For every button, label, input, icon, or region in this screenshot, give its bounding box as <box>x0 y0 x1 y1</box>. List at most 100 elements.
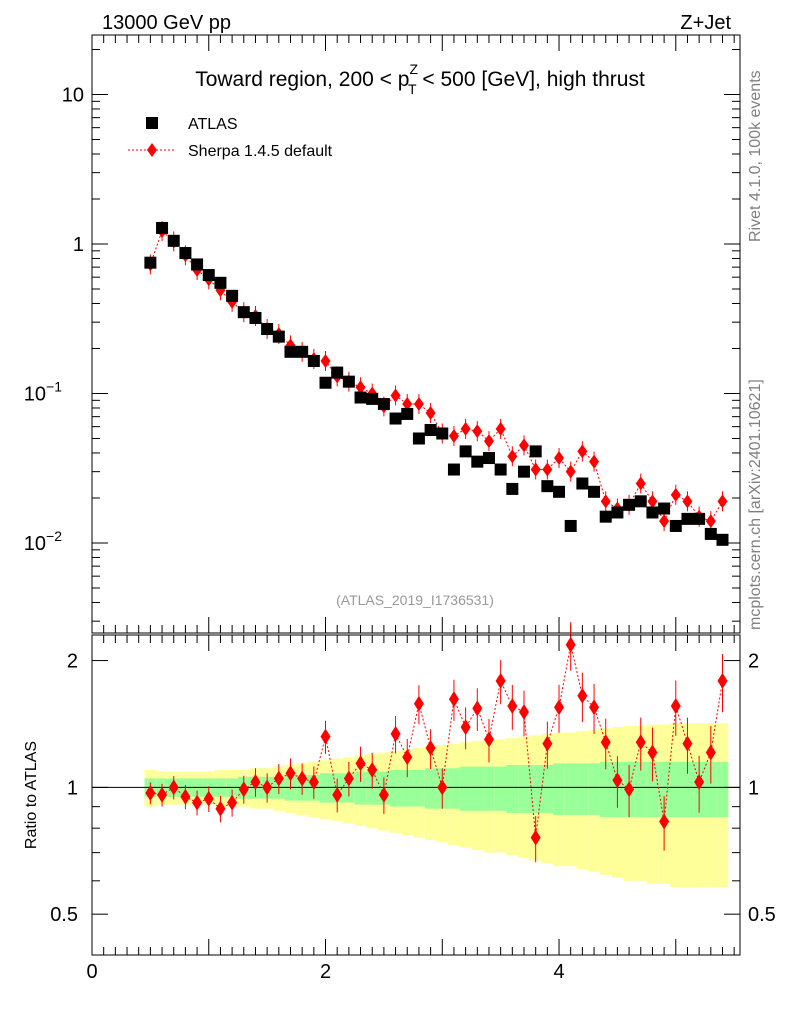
ratio-point <box>402 749 413 766</box>
atlas-point <box>389 412 402 425</box>
main-ytick-label: 10 <box>62 84 84 106</box>
ratio-point <box>180 788 191 805</box>
ratio-point <box>612 772 623 789</box>
atlas-point <box>506 482 519 495</box>
stat-uncertainty-band <box>634 761 647 818</box>
ratio-point <box>530 829 541 846</box>
stat-uncertainty-band <box>401 769 414 807</box>
main-ticks: 10 1 10−1 10−2 <box>24 35 740 633</box>
atlas-point <box>588 485 601 498</box>
chart-title: Toward region, 200 < pZ T < 500 [GeV], hi… <box>195 61 645 97</box>
ratio-point <box>460 719 471 736</box>
atlas-point <box>541 480 554 493</box>
ratio-ytick-label-left: 0.5 <box>50 904 78 926</box>
ratio-point <box>659 813 670 830</box>
sherpa-point <box>495 421 506 436</box>
sherpa-point <box>519 438 529 453</box>
stat-uncertainty-band <box>541 765 554 813</box>
atlas-point <box>447 463 460 476</box>
stat-uncertainty-band <box>354 771 367 805</box>
sherpa-point <box>554 451 565 466</box>
ratio-point <box>554 699 565 716</box>
atlas-point <box>576 477 589 490</box>
atlas-point <box>366 392 379 405</box>
stat-uncertainty-band <box>506 765 519 813</box>
ratio-point <box>542 735 553 752</box>
stat-uncertainty-band <box>646 761 659 818</box>
analysis-tag: (ATLAS_2019_I1736531) <box>336 592 494 608</box>
ratio-point <box>157 786 168 803</box>
sherpa-point <box>670 487 681 502</box>
sherpa-point <box>425 406 436 421</box>
atlas-point <box>693 512 706 525</box>
ratio-frame <box>91 634 741 956</box>
ratio-ytick-label-right: 1 <box>748 777 759 799</box>
atlas-point <box>156 221 169 234</box>
ratio-point <box>215 800 226 817</box>
stat-uncertainty-band <box>494 766 507 811</box>
stat-uncertainty-band <box>704 761 717 818</box>
sherpa-point <box>472 424 483 439</box>
sherpa-point <box>507 449 518 464</box>
ratio-point <box>483 731 494 748</box>
sherpa-point <box>542 462 553 477</box>
ratio-point <box>519 703 529 720</box>
atlas-point <box>424 423 437 436</box>
ratio-xtick-label: 4 <box>553 961 564 983</box>
ratio-point <box>355 755 366 772</box>
atlas-point <box>716 533 729 546</box>
sherpa-point <box>717 494 728 509</box>
atlas-point <box>202 269 215 282</box>
atlas-point <box>331 366 344 379</box>
atlas-point <box>658 502 671 515</box>
sherpa-point <box>659 514 670 529</box>
atlas-point <box>401 407 414 420</box>
sherpa-point <box>530 462 541 477</box>
atlas-point <box>261 323 274 336</box>
ratio-xtick-label: 0 <box>86 961 97 983</box>
sherpa-point <box>460 421 471 436</box>
atlas-point <box>167 234 180 247</box>
ratio-point <box>472 700 483 717</box>
atlas-point <box>319 376 332 389</box>
legend-atlas-marker <box>146 117 158 129</box>
stat-uncertainty-band <box>518 765 530 813</box>
atlas-point <box>179 247 192 260</box>
stat-uncertainty-band <box>529 765 542 813</box>
atlas-point <box>191 258 204 271</box>
atlas-point <box>307 354 320 367</box>
sherpa-point <box>600 494 611 509</box>
ratio-point <box>273 770 284 787</box>
main-ytick-label: 10−1 <box>24 378 62 405</box>
sherpa-series <box>145 221 728 532</box>
ratio-point <box>507 698 518 715</box>
ratio-point <box>717 672 728 689</box>
sherpa-point <box>565 464 576 479</box>
ratio-ylabel: Ratio to ATLAS <box>23 741 40 849</box>
ratio-point <box>425 740 436 757</box>
atlas-point <box>599 510 612 523</box>
main-ytick-label: 1 <box>73 234 84 256</box>
ratio-point <box>238 781 249 798</box>
atlas-point <box>296 345 309 358</box>
atlas-point <box>377 398 390 411</box>
stat-uncertainty-band <box>448 768 460 809</box>
stat-uncertainty-band <box>471 766 484 811</box>
ratio-point <box>343 770 354 787</box>
ratio-xtick-label: 2 <box>320 961 331 983</box>
ratio-ytick-label-left: 1 <box>67 777 78 799</box>
ratio-point <box>600 734 611 751</box>
ratio-point <box>624 781 635 798</box>
atlas-point <box>214 276 227 289</box>
ratio-point <box>390 725 401 742</box>
stat-uncertainty-band <box>553 763 565 815</box>
ratio-ytick-label-left: 2 <box>67 651 78 673</box>
atlas-point <box>284 345 297 358</box>
legend-atlas-label: ATLAS <box>188 116 238 133</box>
stat-uncertainty-band <box>576 763 589 815</box>
ratio-point <box>448 691 459 708</box>
ratio-point <box>308 773 319 790</box>
ratio-point <box>495 672 506 689</box>
atlas-point <box>704 527 717 540</box>
ratio-point <box>635 734 646 751</box>
